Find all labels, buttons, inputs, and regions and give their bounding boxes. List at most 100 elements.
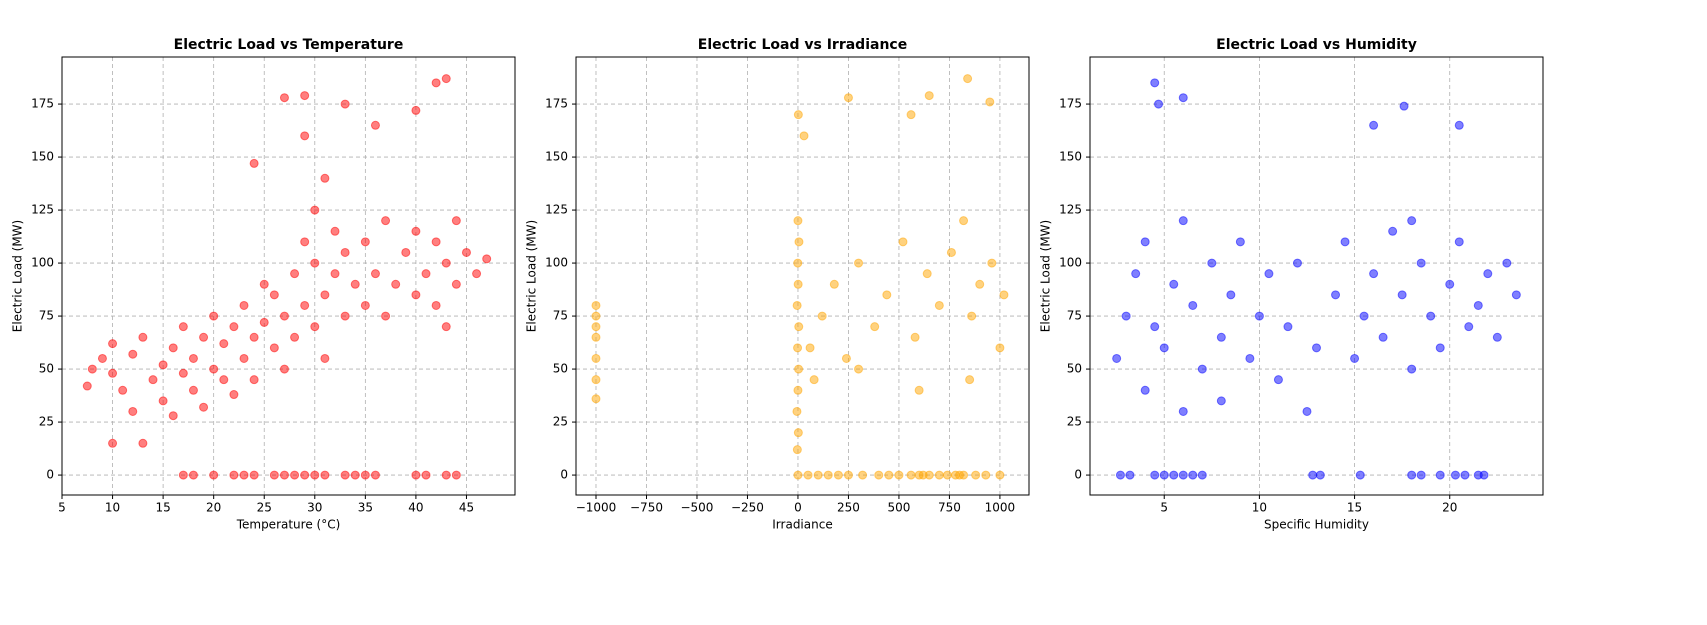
scatter-point <box>870 322 880 332</box>
scatter-point <box>794 364 804 374</box>
scatter-point <box>1445 279 1455 289</box>
scatter-point <box>884 470 894 480</box>
scatter-point <box>967 311 977 321</box>
x-tick-label: 5 <box>1160 501 1168 515</box>
scatter-point <box>1245 353 1255 363</box>
scatter-point <box>843 93 853 103</box>
scatter-point <box>1140 237 1150 247</box>
scatter-point <box>128 406 138 416</box>
scatter-point <box>1197 364 1207 374</box>
scatter-point <box>300 470 310 480</box>
scatter-point <box>168 343 178 353</box>
scatter-point <box>1140 385 1150 395</box>
scatter-point <box>1416 470 1426 480</box>
scatter-point <box>1369 120 1379 130</box>
scatter-point <box>411 290 421 300</box>
scatter-point <box>1359 311 1369 321</box>
scatter-point <box>959 216 969 226</box>
x-tick-label: 15 <box>155 501 170 515</box>
scatter-point <box>108 368 118 378</box>
scatter-point <box>199 402 209 412</box>
scatter-point <box>1115 470 1125 480</box>
scatter-point <box>188 353 198 363</box>
y-tick-label: 125 <box>1059 203 1082 217</box>
scatter-point <box>1264 269 1274 279</box>
x-tick-label: −1000 <box>576 501 617 515</box>
scatter-point <box>229 470 239 480</box>
scatter-point <box>794 322 804 332</box>
scatter-point <box>1331 290 1341 300</box>
x-tick-label: 250 <box>837 501 860 515</box>
scatter-point <box>1150 78 1160 88</box>
x-tick-label: 750 <box>938 501 961 515</box>
x-tick-label: −500 <box>680 501 713 515</box>
scatter-point <box>924 470 934 480</box>
scatter-point <box>431 300 441 310</box>
scatter-point <box>793 279 803 289</box>
plot-frame <box>575 56 1030 496</box>
scatter-point <box>279 364 289 374</box>
scatter-point <box>411 226 421 236</box>
scatter-point <box>1340 237 1350 247</box>
scatter-point <box>421 269 431 279</box>
scatter-point <box>1254 311 1264 321</box>
scatter-point <box>1159 343 1169 353</box>
scatter-point <box>118 385 128 395</box>
scatter-point <box>1460 470 1470 480</box>
scatter-point <box>946 247 956 257</box>
scatter-point <box>279 311 289 321</box>
scatter-point <box>431 237 441 247</box>
x-tick-label: 10 <box>105 501 120 515</box>
scatter-point <box>910 332 920 342</box>
scatter-point <box>1511 290 1521 300</box>
scatter-point <box>1188 300 1198 310</box>
scatter-point <box>269 470 279 480</box>
scatter-point <box>1502 258 1512 268</box>
scatter-point <box>451 470 461 480</box>
y-tick-label: 50 <box>1067 362 1082 376</box>
scatter-point <box>1492 332 1502 342</box>
scatter-point <box>1121 311 1131 321</box>
scatter-point <box>1197 470 1207 480</box>
scatter-point <box>269 343 279 353</box>
x-tick-label: 20 <box>206 501 221 515</box>
scatter-point <box>591 332 601 342</box>
scatter-point <box>1188 470 1198 480</box>
scatter-point <box>1178 406 1188 416</box>
scatter-point <box>360 237 370 247</box>
scatter-point <box>924 91 934 101</box>
scatter-point <box>823 470 833 480</box>
scatter-point <box>792 300 802 310</box>
scatter-point <box>959 470 969 480</box>
scatter-point <box>1350 353 1360 363</box>
scatter-point <box>138 438 148 448</box>
scatter-point <box>441 322 451 332</box>
scatter-point <box>128 349 138 359</box>
scatter-point <box>370 120 380 130</box>
scatter-point <box>138 332 148 342</box>
scatter-point <box>1169 279 1179 289</box>
scatter-point <box>793 428 803 438</box>
scatter-point <box>259 279 269 289</box>
scatter-point <box>1150 470 1160 480</box>
scatter-point <box>1178 93 1188 103</box>
x-tick-label: 500 <box>887 501 910 515</box>
scatter-point <box>813 470 823 480</box>
scatter-point <box>158 360 168 370</box>
x-tick-label: 1000 <box>985 501 1016 515</box>
scatter-point <box>1216 332 1226 342</box>
scatter-point <box>995 343 1005 353</box>
scatter-point <box>987 258 997 268</box>
scatter-point <box>290 332 300 342</box>
scatter-point <box>340 99 350 109</box>
scatter-point <box>1435 470 1445 480</box>
y-tick-label: 0 <box>46 468 54 482</box>
scatter-point <box>591 322 601 332</box>
x-axis-label: Irradiance <box>772 518 832 532</box>
scatter-point <box>793 470 803 480</box>
x-tick-label: 10 <box>1252 501 1267 515</box>
scatter-point <box>591 311 601 321</box>
scatter-point <box>209 470 219 480</box>
scatter-point <box>793 110 803 120</box>
